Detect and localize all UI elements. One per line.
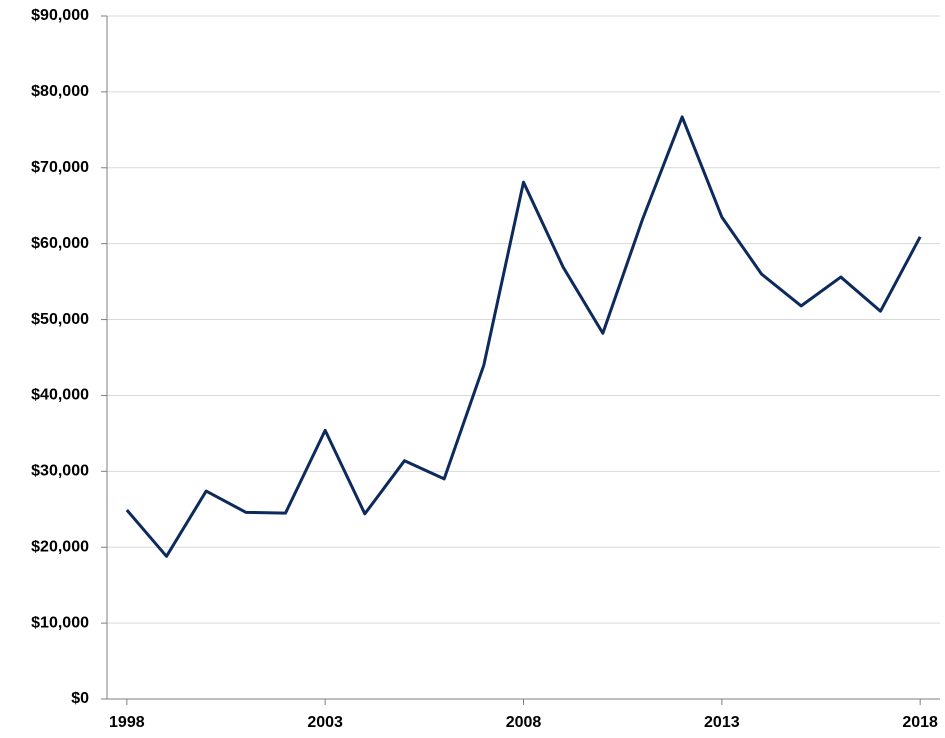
x-tick-label: 1998 xyxy=(109,714,145,731)
y-tick-label: $90,000 xyxy=(31,7,89,24)
y-tick-label: $60,000 xyxy=(31,235,89,252)
y-tick-label: $0 xyxy=(71,690,89,707)
y-tick-label: $10,000 xyxy=(31,614,89,631)
data-line xyxy=(125,115,922,558)
x-tick-label: 2008 xyxy=(506,714,542,731)
x-tick-label: 2003 xyxy=(307,714,343,731)
y-tick-label: $40,000 xyxy=(31,387,89,404)
y-tick-label: $70,000 xyxy=(31,159,89,176)
y-tick-label: $30,000 xyxy=(31,463,89,480)
x-tick-label: 2018 xyxy=(902,714,938,731)
y-tick-label: $50,000 xyxy=(31,311,89,328)
y-tick-label: $80,000 xyxy=(31,83,89,100)
x-tick-label: 2013 xyxy=(704,714,740,731)
y-tick-label: $20,000 xyxy=(31,538,89,555)
